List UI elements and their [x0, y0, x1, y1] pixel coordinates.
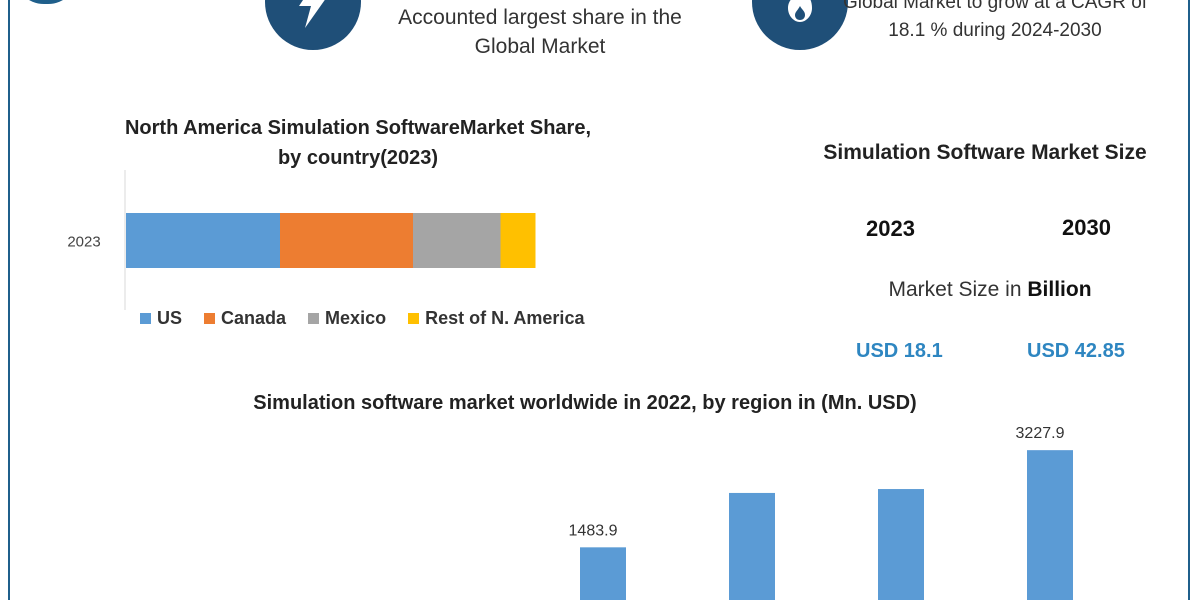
market-size-year-b: 2030	[1062, 215, 1111, 240]
legend-swatch-us	[140, 313, 151, 324]
country-share-legend: US Canada Mexico Rest of N. America	[140, 308, 584, 329]
legend-item-us: US	[140, 308, 182, 329]
share-segment-canada	[280, 213, 413, 268]
legend-swatch-canada	[204, 313, 216, 324]
region-bar	[729, 492, 775, 600]
market-size-title: Simulation Software Market Size	[823, 141, 1147, 164]
market-size-value-b: USD 42.85	[1027, 340, 1125, 362]
legend-label-canada: Canada	[221, 308, 287, 328]
region-bar-value-label: 3227.9	[1016, 425, 1065, 442]
brand-logo-icon	[14, 0, 78, 4]
share-segment-us	[126, 213, 280, 268]
region-bar-value-label: 1483.9	[569, 522, 618, 539]
country-share-chart-title: North America Simulation SoftwareMarket …	[124, 117, 592, 169]
region-bar	[878, 489, 924, 600]
share-category-label: 2023	[67, 234, 100, 251]
market-size-unit-bold: Billion	[1027, 278, 1092, 301]
market-size-unit: Market Size in Billion	[830, 278, 1150, 302]
legend-item-canada: Canada	[204, 308, 286, 329]
market-size-value-a: USD 18.1	[856, 340, 943, 362]
legend-swatch-mexico	[308, 313, 320, 324]
market-size-unit-prefix: Market Size in	[888, 278, 1028, 301]
region-bar	[580, 547, 626, 600]
region-bar	[1027, 450, 1073, 600]
legend-label-rest: Rest of N. America	[425, 308, 585, 328]
region-chart-title: Simulation software market worldwide in …	[253, 392, 917, 414]
share-segment-rest	[500, 213, 536, 268]
infographic-frame	[8, 0, 1190, 600]
highlight-right-text: Global Market to grow at a CAGR of 18.1 …	[842, 0, 1148, 41]
legend-label-mexico: Mexico	[325, 308, 387, 328]
highlight-left-text: Accounted largest share in the Global Ma…	[398, 6, 682, 58]
legend-swatch-rest	[408, 313, 420, 324]
legend-label-us: US	[157, 308, 183, 328]
market-size-year-a: 2023	[866, 216, 915, 241]
legend-item-mexico: Mexico	[308, 308, 386, 329]
share-segment-mexico	[413, 213, 501, 268]
country-share-chart: 2023	[67, 170, 536, 310]
legend-item-rest: Rest of N. America	[408, 308, 584, 329]
